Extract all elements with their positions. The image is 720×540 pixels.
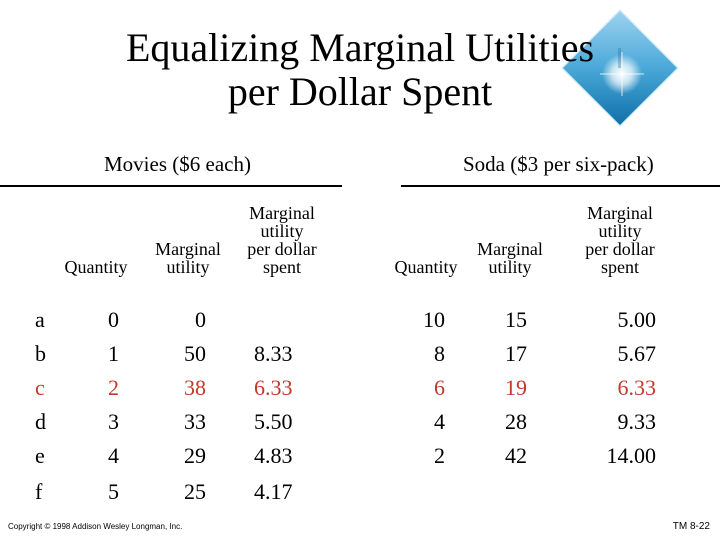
movies-rule bbox=[0, 185, 342, 187]
page-title: Equalizing Marginal Utilities per Dollar… bbox=[40, 26, 680, 114]
movies-col-mupd: Marginal utility per dollar spent bbox=[247, 203, 317, 277]
title-line-1: Equalizing Marginal Utilities bbox=[125, 25, 595, 70]
soda-heading: Soda ($3 per six-pack) bbox=[463, 152, 654, 176]
soda-rule bbox=[401, 185, 720, 187]
soda-col-quantity: Quantity bbox=[394, 257, 458, 277]
movies-col-mu: Marginal utility bbox=[155, 239, 221, 277]
footer-copyright: Copyright © 1998 Addison Wesley Longman,… bbox=[8, 522, 183, 531]
movies-col-quantity: Quantity bbox=[64, 257, 128, 277]
soda-col-mu: Marginal utility bbox=[477, 239, 543, 277]
footer-code: TM 8-22 bbox=[672, 521, 710, 532]
title-line-2: per Dollar Spent bbox=[227, 69, 493, 114]
soda-col-mupd: Marginal utility per dollar spent bbox=[585, 203, 655, 277]
ocean-emblem-icon bbox=[560, 8, 680, 128]
movies-heading: Movies ($6 each) bbox=[104, 152, 251, 176]
